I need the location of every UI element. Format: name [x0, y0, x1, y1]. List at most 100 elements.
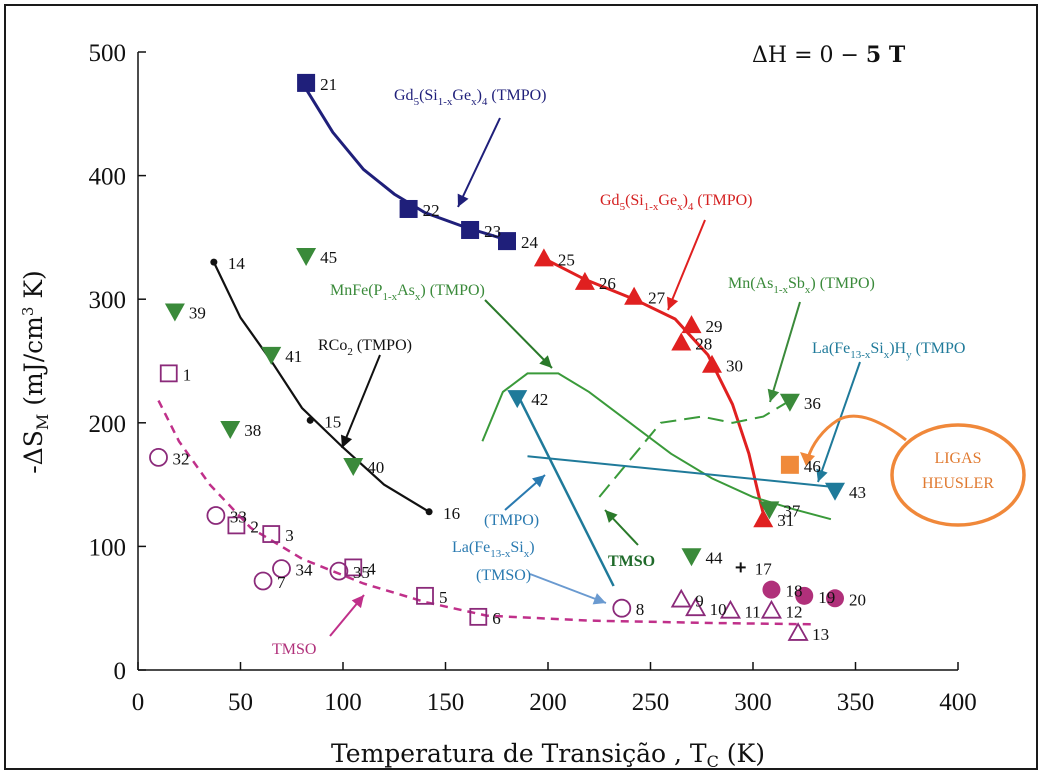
- point-label-31: 31: [777, 511, 794, 530]
- point-18: [762, 580, 781, 599]
- point-label-35: 35: [353, 563, 370, 582]
- point-4: [344, 558, 363, 577]
- arrow-gd-red: [667, 219, 706, 311]
- point-5: [416, 586, 434, 605]
- point-label-43: 43: [849, 483, 866, 502]
- point-label-11: 11: [744, 603, 760, 622]
- point-37: [759, 501, 780, 520]
- point-label-6: 6: [492, 609, 501, 628]
- x-tick-label: 300: [734, 689, 772, 716]
- x-tick-label: 200: [529, 689, 567, 716]
- point-label-36: 36: [804, 394, 821, 413]
- point-19: [795, 586, 814, 605]
- y-axis-title: -ΔSM (mJ/cm3 K): [19, 270, 52, 474]
- point-16: [425, 508, 433, 516]
- arrow-rco2: [341, 354, 381, 449]
- x-tick-label: 0: [132, 689, 145, 716]
- label-gd-blue: Gd5(Si1-xGex)4 (TMPO): [394, 87, 547, 108]
- x-tick-label: 100: [324, 689, 362, 716]
- point-34: [272, 559, 291, 579]
- curve-lafe-h: [527, 455, 836, 489]
- y-tick-label: 400: [89, 164, 127, 191]
- arrow-mnfe-head: [539, 355, 552, 368]
- point-21: [297, 73, 316, 92]
- arrow-rco2-head: [340, 434, 353, 448]
- point-label-38: 38: [244, 421, 261, 440]
- label-lafe-tmpo: (TMPO): [484, 512, 539, 529]
- label-tmso-green: TMSO: [608, 553, 655, 570]
- point-30: [702, 354, 722, 373]
- y-tick-label: 100: [89, 534, 127, 561]
- arrow-tmso-green-head: [605, 510, 618, 523]
- point-label-16: 16: [443, 504, 460, 523]
- axes: 0 50 100 150 200 250 300 350 400 0 100 200 300 400 500: [89, 40, 977, 716]
- x-tick-label: 150: [427, 689, 465, 716]
- point-10: [685, 597, 707, 617]
- arrow-lafe-tmpo-head: [532, 475, 545, 488]
- arrow-heusler: [806, 414, 907, 459]
- x-axis-title: Temperatura de Transição , TC (K): [331, 739, 765, 771]
- field-label-bold: 5 T: [866, 42, 906, 68]
- point-12: [760, 599, 782, 619]
- point-11: [719, 599, 741, 619]
- field-label: ΔH = 0 − 5 T: [752, 42, 906, 68]
- point-29: [681, 315, 702, 334]
- arrow-mnfe: [484, 299, 553, 369]
- point-label-7: 7: [277, 573, 286, 592]
- annotations: ΔH = 0 − 5 T Gd5(Si1-xGex)4 (TMPO) Gd5(S…: [19, 42, 1026, 771]
- point-label-18: 18: [785, 582, 802, 601]
- arrow-lafe-tmso: [529, 573, 607, 604]
- point-label-2: 2: [250, 517, 259, 536]
- curve-mnas: [598, 399, 791, 498]
- point-label-8: 8: [636, 600, 645, 619]
- point-label-27: 27: [648, 289, 666, 308]
- label-mnas: Mn(As1-xSbx) (TMPO): [728, 275, 875, 296]
- arrow-mnas-head: [767, 388, 780, 402]
- point-label-12: 12: [785, 603, 802, 622]
- point-label-17: 17: [755, 559, 773, 578]
- point-15: [306, 416, 314, 424]
- point-label-46: 46: [804, 457, 821, 476]
- curve-mnfe: [481, 372, 832, 521]
- point-label-41: 41: [285, 347, 302, 366]
- curve-rco2: [212, 261, 430, 513]
- point-28: [671, 332, 692, 351]
- arrow-mnas: [769, 301, 801, 403]
- point-44: [681, 548, 702, 567]
- point-label-19: 19: [818, 588, 835, 607]
- point-label-22: 22: [423, 201, 440, 220]
- point-label-25: 25: [558, 250, 575, 269]
- point-label-33: 33: [230, 508, 247, 527]
- point-36: [779, 393, 800, 412]
- point-6: [469, 607, 488, 626]
- point-40: [343, 458, 364, 477]
- x-tick-label: 350: [837, 689, 875, 716]
- point-39: [164, 303, 185, 322]
- label-lafe-hy: La(Fe13-xSix)Hy (TMPO: [812, 340, 965, 361]
- point-3: [262, 525, 281, 543]
- x-tick-label: 250: [632, 689, 670, 716]
- arrow-lafe-hy-head: [816, 468, 828, 482]
- point-label-20: 20: [849, 590, 866, 609]
- arrow-lafe-hy: [817, 361, 861, 483]
- label-lafe: La(Fe13-xSix): [452, 539, 535, 560]
- data-points: [149, 73, 845, 641]
- curve-tmso: [157, 400, 815, 626]
- x-tick-label: 400: [939, 689, 977, 716]
- curve-gd-red: [543, 257, 767, 523]
- point-38: [220, 420, 241, 439]
- arrow-heusler-head: [800, 452, 815, 466]
- figure-frame: [4, 4, 1038, 770]
- arrow-lafe-tmso-head: [592, 593, 606, 605]
- point-label-44: 44: [706, 548, 724, 567]
- point-13: [787, 622, 809, 641]
- arrow-gd-blue-head: [457, 193, 469, 207]
- point-label-34: 34: [296, 561, 314, 580]
- point-label-14: 14: [228, 254, 246, 273]
- point-1: [159, 364, 178, 383]
- point-label-39: 39: [189, 304, 206, 323]
- point-label-3: 3: [285, 526, 294, 545]
- point-24: [498, 232, 516, 251]
- label-heusler-1: LIGAS: [934, 450, 981, 467]
